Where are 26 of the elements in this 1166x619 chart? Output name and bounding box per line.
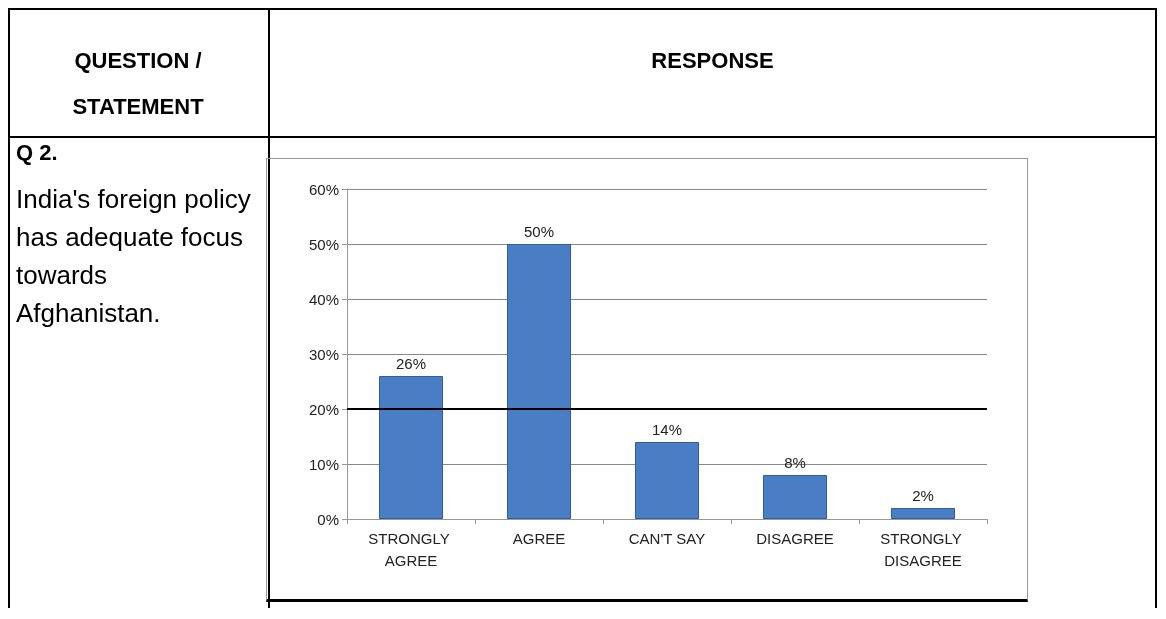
y-tick-label: 0% — [317, 510, 339, 528]
bar — [763, 475, 827, 519]
bar — [635, 442, 699, 519]
y-tick-label: 60% — [308, 180, 339, 198]
text: India's foreign policy has adequate focus towards Afghanistan. — [16, 183, 252, 330]
y-tick-label: 50% — [308, 235, 339, 253]
text: RESPONSE — [650, 47, 775, 75]
text: Q 2. — [16, 140, 58, 166]
bar — [379, 376, 443, 519]
x-tick-label: DISAGREE — [756, 529, 834, 547]
x-tick-label: AGREE — [512, 529, 566, 547]
data-label: 26% — [395, 355, 427, 372]
x-tick-label: STRONGLY AGREE — [368, 529, 454, 569]
bar — [507, 244, 571, 519]
bar — [891, 508, 955, 519]
x-tick-label: CAN'T SAY — [628, 529, 706, 547]
y-tick-label: 10% — [308, 455, 339, 473]
text: QUESTION / STATEMENT — [71, 47, 205, 121]
y-tick-label: 20% — [308, 400, 339, 418]
y-tick-label: 40% — [308, 290, 339, 308]
data-label: 14% — [651, 421, 683, 438]
x-tick-label: STRONGLY DISAGREE — [880, 529, 966, 569]
y-tick-label: 30% — [308, 345, 339, 363]
data-label: 2% — [912, 487, 934, 504]
data-label: 8% — [784, 454, 806, 471]
data-label: 50% — [523, 223, 555, 240]
